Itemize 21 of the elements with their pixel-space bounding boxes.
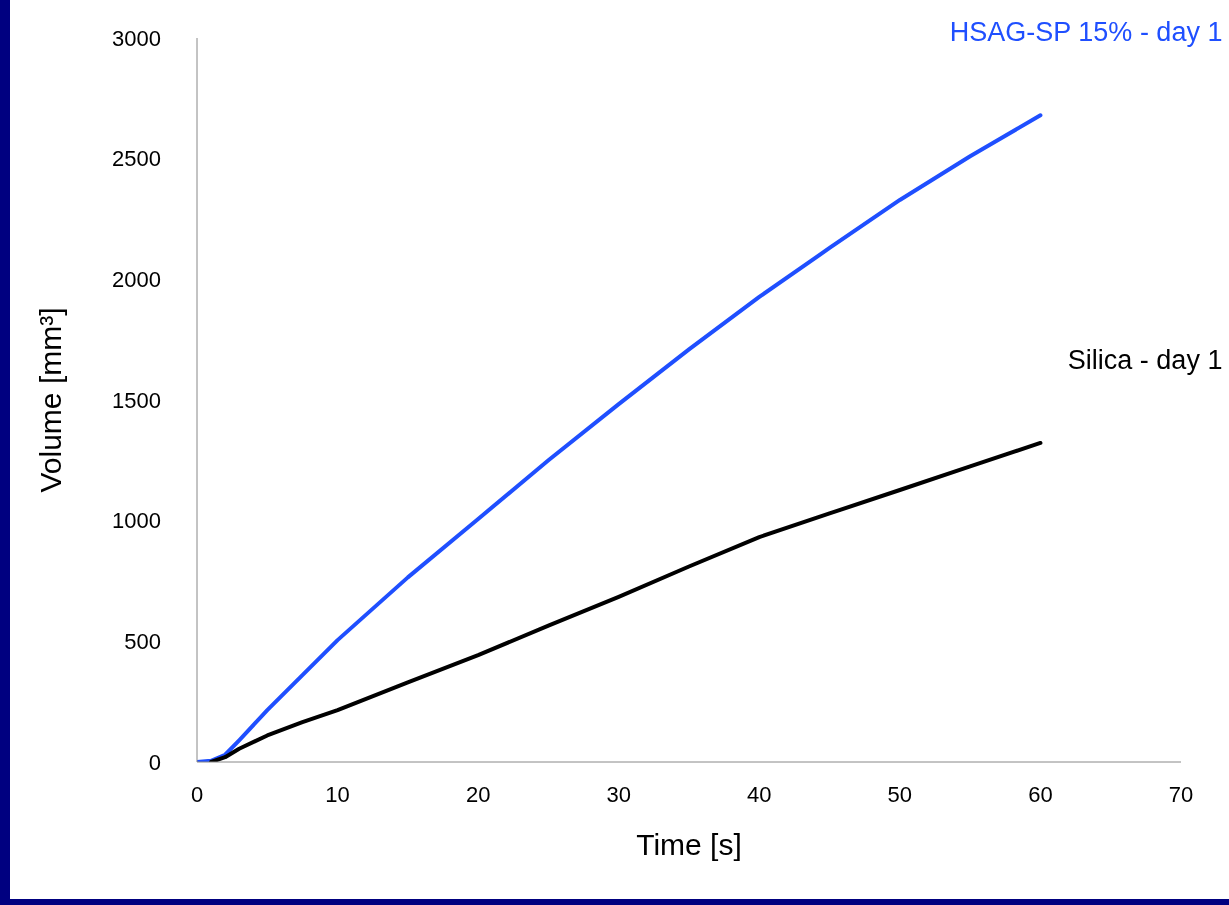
x-axis-title: Time [s] <box>636 828 742 861</box>
text: HSAG-SP 15% - day 1 <box>949 17 1223 48</box>
y-tick-label: 1000 <box>112 508 161 534</box>
line-series <box>197 113 1043 762</box>
x-tick-label: 30 <box>606 781 631 807</box>
y-tick-label: 2000 <box>112 267 161 293</box>
x-tick-label: 10 <box>325 781 350 807</box>
y-tick-label: 2500 <box>112 146 161 172</box>
x-tick-label: 40 <box>747 781 772 807</box>
x-tick-label: 0 <box>190 781 204 807</box>
y-tick-label: 1500 <box>112 387 161 413</box>
y-axis-title: Volume [mm³] <box>33 307 67 493</box>
y-tick-label: 500 <box>124 629 161 655</box>
x-tick-label: 60 <box>1028 781 1053 807</box>
y-tick-label: 3000 <box>112 25 161 51</box>
x-tick-label: 70 <box>1168 781 1194 807</box>
x-tick-label: 20 <box>465 781 491 807</box>
text: Silica - day 1 <box>1067 344 1223 375</box>
y-tick-label: 0 <box>148 749 161 775</box>
line-series <box>209 440 1043 762</box>
x-tick-label: 50 <box>887 781 913 807</box>
